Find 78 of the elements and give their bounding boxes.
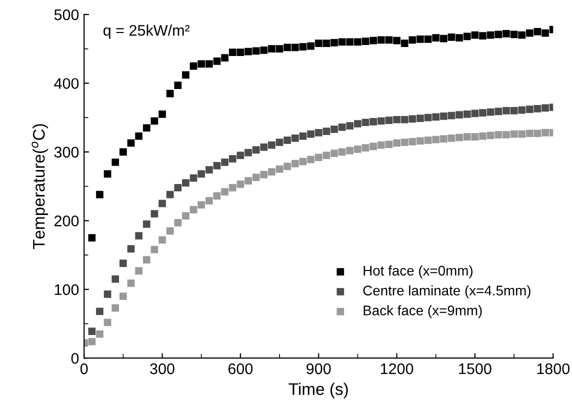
point	[166, 90, 174, 98]
y-tick-label: 200	[54, 216, 79, 226]
y-tick-label: 0	[71, 352, 79, 364]
point	[440, 34, 448, 42]
point	[400, 40, 408, 48]
point	[346, 38, 354, 46]
legend-label: Centre laminate (x=4.5mm)	[363, 285, 530, 298]
point	[534, 28, 542, 36]
point	[518, 31, 526, 39]
point	[276, 45, 284, 53]
x-tick-label: 1800	[537, 363, 570, 374]
point	[314, 40, 322, 48]
point	[205, 60, 213, 68]
point	[432, 34, 440, 42]
y-tick-label: 500	[54, 9, 79, 20]
legend-label: Back face (x=9mm)	[364, 305, 482, 318]
point	[174, 82, 182, 89]
y-tick-label: 400	[54, 78, 79, 89]
point	[322, 40, 330, 48]
point	[408, 36, 416, 44]
x-tick-label: 0	[80, 363, 88, 374]
x-tick-label: 600	[228, 363, 253, 374]
point	[135, 132, 142, 140]
point	[127, 139, 135, 147]
point	[354, 38, 362, 46]
point	[244, 48, 252, 56]
point	[416, 36, 424, 43]
point	[284, 44, 292, 52]
point	[260, 46, 268, 54]
point	[526, 29, 534, 37]
y-tick-label: 300	[54, 146, 79, 158]
point	[377, 36, 385, 44]
point	[393, 36, 400, 44]
point	[182, 71, 190, 79]
annotation: q = 25kW/m²	[103, 24, 190, 39]
point	[307, 42, 314, 50]
point	[190, 62, 198, 70]
point	[142, 124, 150, 132]
point	[448, 33, 456, 41]
point	[463, 32, 471, 40]
legend-label: Hot face (x=0mm)	[364, 265, 472, 278]
point	[221, 54, 228, 62]
point	[104, 170, 112, 178]
point	[502, 30, 510, 38]
point	[213, 58, 221, 65]
point	[338, 38, 346, 46]
point	[198, 60, 206, 68]
x-tick-label: 1500	[459, 363, 492, 374]
point	[542, 29, 549, 37]
point	[494, 30, 502, 38]
point	[471, 31, 479, 39]
x-axis-title: Time (s)	[288, 382, 348, 398]
x-tick-label: 900	[306, 363, 331, 374]
point	[236, 48, 244, 56]
point	[479, 32, 486, 40]
point	[88, 234, 96, 242]
point	[268, 45, 276, 53]
point	[228, 48, 236, 56]
point	[370, 36, 377, 44]
point	[119, 148, 127, 156]
y-tick-label: 100	[54, 284, 79, 296]
point	[150, 117, 158, 125]
point	[299, 43, 307, 50]
point	[385, 36, 393, 44]
y-axis-title: Temperature($^{o}$C)	[32, 124, 48, 250]
x-tick-label: 1200	[380, 363, 414, 374]
point	[362, 38, 370, 45]
point	[291, 44, 299, 52]
point	[158, 110, 166, 118]
point	[252, 47, 260, 55]
x-tick-label: 300	[150, 363, 174, 374]
point	[112, 158, 120, 166]
point	[330, 38, 338, 46]
point	[486, 31, 494, 39]
point	[96, 190, 104, 198]
point	[424, 36, 432, 43]
point	[510, 30, 518, 38]
point	[456, 34, 463, 42]
